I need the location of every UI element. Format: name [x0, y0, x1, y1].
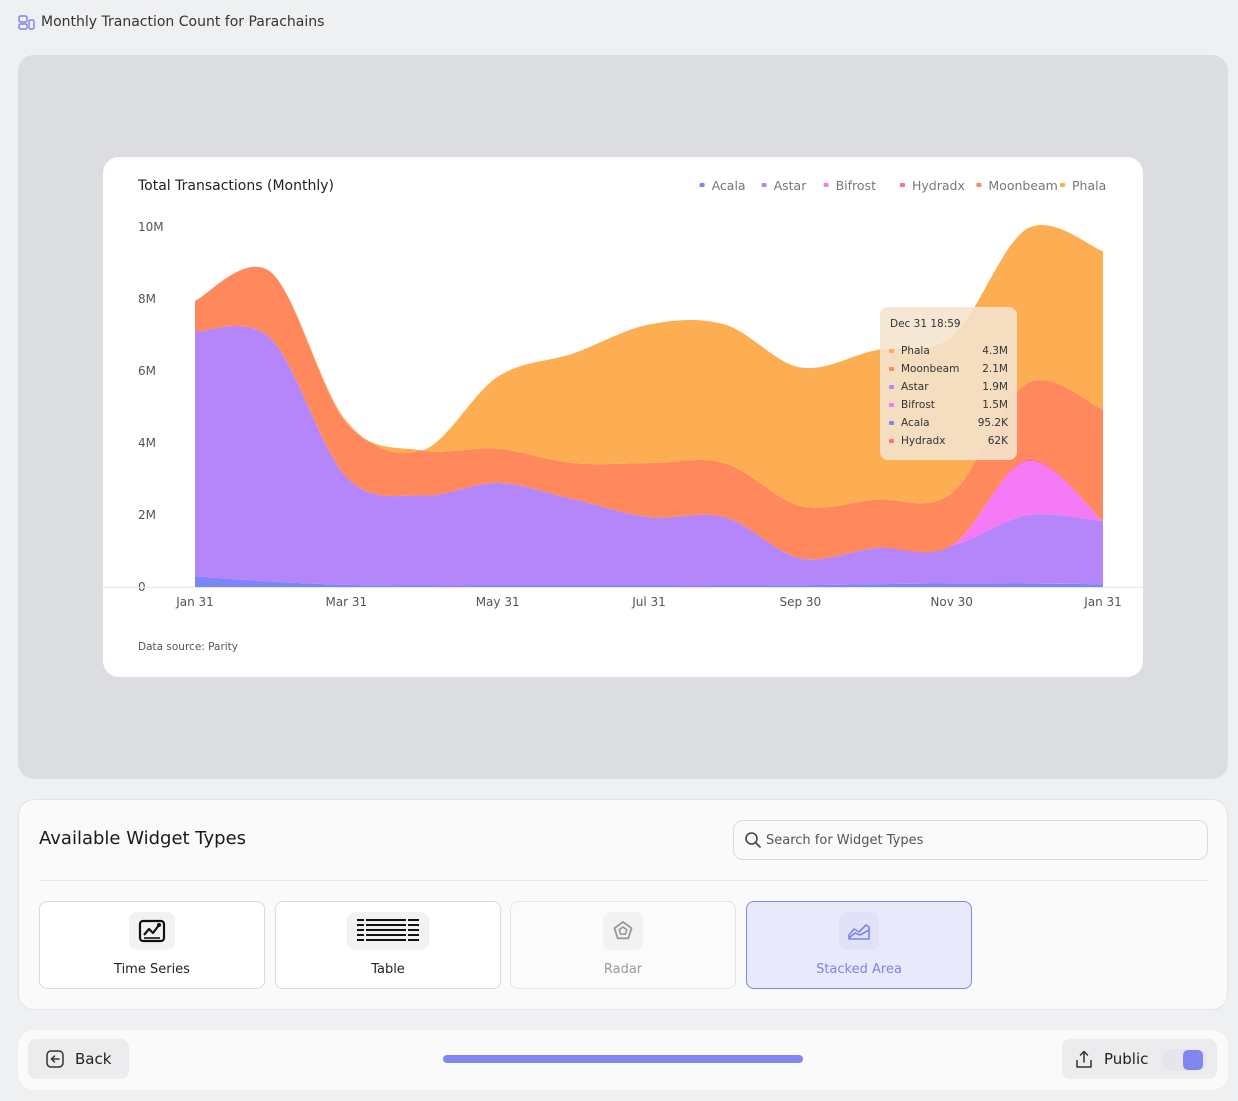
widget-type-label: Time Series	[114, 962, 190, 977]
share-icon	[1076, 1050, 1092, 1068]
area-phala	[195, 224, 1103, 508]
widget-type-time-series[interactable]: Time Series	[39, 901, 265, 989]
x-tick-label: Jul 31	[631, 595, 666, 609]
tooltip-series-value: 2.1M	[982, 363, 1008, 375]
x-tick-label: Nov 30	[930, 595, 973, 609]
y-tick-label: 6M	[138, 364, 156, 378]
chart-tooltip: Dec 31 18:59 Phala 4.3M Moonbeam 2.1M Astar 1.…	[880, 307, 1017, 460]
legend-swatch	[823, 183, 829, 187]
search-icon	[745, 832, 761, 848]
tooltip-swatch	[889, 349, 894, 353]
area-astar	[195, 325, 1103, 586]
legend-swatch	[976, 183, 982, 187]
area-acala	[195, 576, 1103, 587]
tooltip-series-name: Bifrost	[901, 399, 935, 411]
arrow-left-icon	[46, 1050, 64, 1068]
time-series-icon	[138, 919, 166, 943]
legend-swatch	[900, 183, 905, 187]
tooltip-series-name: Hydradx	[901, 435, 945, 447]
widget-search-input[interactable]	[766, 832, 1186, 848]
tooltip-series-value: 1.9M	[982, 381, 1008, 393]
x-tick-label: Jan 31	[1083, 595, 1122, 609]
y-tick-label: 8M	[138, 292, 156, 306]
tooltip-series-value: 4.3M	[982, 345, 1008, 357]
tooltip-swatch	[889, 385, 894, 389]
divider	[39, 880, 1209, 881]
widget-preview-area: Total Transactions (Monthly) Phala Moonbea…	[18, 55, 1228, 779]
tooltip-title: Dec 31 18:59	[890, 318, 961, 330]
public-toggle[interactable]	[1161, 1049, 1207, 1071]
area-moonbeam	[195, 266, 1103, 560]
tooltip-swatch	[889, 439, 894, 443]
x-tick-label: Sep 30	[779, 595, 821, 609]
stacked-area-chart[interactable]: Total Transactions (Monthly) Phala Moonbea…	[103, 157, 1143, 677]
widget-type-label: Table	[371, 962, 405, 977]
progress-bar	[443, 1055, 803, 1063]
x-tick-label: May 31	[476, 595, 520, 609]
chart-title: Total Transactions (Monthly)	[137, 178, 334, 194]
table-icon	[357, 918, 419, 943]
widget-type-label: Radar	[603, 962, 643, 977]
page-header: Monthly Tranaction Count for Parachains	[18, 10, 324, 34]
widget-type-table[interactable]: Table	[275, 901, 501, 989]
back-button[interactable]: Back	[28, 1039, 129, 1079]
tooltip-series-value: 1.5M	[982, 399, 1008, 411]
stacked-area-icon	[848, 924, 870, 940]
widget-type-stacked-area[interactable]: Stacked Area	[746, 901, 972, 989]
legend-label: Bifrost	[836, 178, 876, 193]
widget-type-label: Stacked Area	[816, 962, 902, 977]
legend-label: Phala	[1072, 178, 1106, 193]
tooltip-series-value: 62K	[988, 435, 1009, 447]
widget-type-radar: Radar	[510, 901, 736, 989]
tooltip-box	[880, 307, 1017, 460]
tooltip-series-name: Astar	[901, 381, 929, 393]
tooltip-series-value: 95.2K	[978, 417, 1009, 429]
legend-swatch	[699, 183, 705, 187]
page-title: Monthly Tranaction Count for Parachains	[41, 14, 325, 30]
legend-swatch	[761, 183, 767, 187]
public-setting: Public	[1062, 1039, 1217, 1079]
tooltip-series-name: Moonbeam	[901, 363, 959, 375]
public-label: Public	[1104, 1050, 1149, 1068]
footer-bar: Back Public	[18, 1030, 1228, 1090]
legend-label: Astar	[774, 178, 808, 193]
back-button-label: Back	[75, 1050, 112, 1068]
tooltip-series-name: Phala	[901, 345, 930, 357]
legend-label: Moonbeam	[988, 178, 1057, 193]
widget-types-heading: Available Widget Types	[39, 828, 247, 849]
radar-icon	[613, 920, 633, 940]
tooltip-swatch	[889, 367, 894, 371]
legend-label: Acala	[712, 178, 746, 193]
y-tick-label: 4M	[138, 436, 156, 450]
tooltip-swatch	[889, 403, 894, 407]
widget-types-panel: Available Widget Types Time Series	[18, 799, 1228, 1010]
chart-card: Total Transactions (Monthly) Phala Moonbea…	[103, 157, 1143, 677]
tooltip-series-name: Acala	[901, 417, 930, 429]
y-tick-label: 10M	[138, 220, 164, 234]
y-tick-label: 2M	[138, 508, 156, 522]
legend-label: Hydradx	[912, 178, 965, 193]
legend-swatch	[1060, 183, 1065, 187]
data-source: Data source: Parity	[138, 641, 238, 653]
x-tick-label: Jan 31	[175, 595, 214, 609]
x-tick-label: Mar 31	[325, 595, 367, 609]
widgets-icon	[18, 14, 35, 30]
widget-search	[733, 820, 1208, 860]
toggle-knob	[1183, 1050, 1203, 1070]
tooltip-swatch	[889, 421, 894, 425]
